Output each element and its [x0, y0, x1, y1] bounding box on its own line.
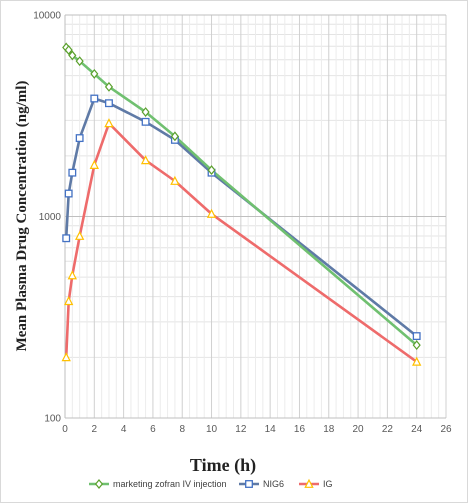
data-point-3: [89, 159, 99, 169]
data-point-2: [105, 99, 113, 108]
y-axis-ticks: 100 1000 10000: [33, 11, 61, 425]
data-point-2: [62, 234, 71, 243]
legend-label-2: NIG6: [263, 479, 284, 489]
data-point-3: [170, 175, 180, 185]
legend-marker-2: [245, 480, 253, 488]
data-point-1: [64, 45, 73, 55]
legend-label-3: IG: [323, 479, 333, 489]
x-tick-label: 12: [235, 424, 247, 435]
x-tick-label: 22: [382, 424, 394, 435]
data-point-2: [412, 332, 421, 341]
x-tick-label: 10: [206, 424, 218, 435]
data-point-3: [412, 356, 422, 366]
x-axis-label: Time (h): [190, 455, 256, 476]
x-tick-label: 20: [353, 424, 365, 435]
legend-marker-3: [304, 478, 314, 488]
x-tick-label: 26: [440, 424, 452, 435]
series-line-3: [64, 122, 418, 363]
y-tick-label: 10000: [33, 11, 61, 22]
x-tick-label: 24: [411, 424, 423, 435]
data-point-1: [207, 165, 216, 176]
x-tick-label: 8: [179, 424, 185, 435]
x-tick-label: 4: [121, 424, 127, 435]
x-tick-label: 16: [294, 424, 306, 435]
data-point-2: [141, 117, 150, 126]
data-point-1: [170, 131, 179, 142]
data-point-2: [68, 168, 77, 177]
data-point-3: [140, 155, 151, 165]
data-point-2: [75, 134, 84, 143]
y-tick-label: 100: [44, 414, 61, 425]
x-tick-label: 18: [323, 424, 335, 435]
data-point-3: [104, 118, 114, 128]
major-gridlines: [64, 14, 447, 419]
data-point-1: [75, 56, 84, 67]
y-tick-label: 1000: [39, 212, 62, 223]
data-point-3: [63, 295, 74, 306]
series-lines: [64, 46, 418, 363]
y-axis-label: Mean Plasma Drug Concentration (ng/ml): [14, 81, 30, 352]
x-tick-label: 2: [92, 424, 98, 435]
data-point-1: [412, 340, 421, 351]
data-point-3: [67, 270, 78, 280]
x-tick-label: 6: [150, 424, 156, 435]
x-tick-label: 0: [62, 424, 68, 435]
data-point-1: [90, 68, 99, 79]
data-point-2: [64, 189, 73, 198]
x-axis-ticks: 0 2 4 6 8 10 12 14 16 18 20 22 24 26: [62, 424, 452, 435]
data-point-1: [104, 81, 114, 92]
data-point-2: [90, 94, 99, 103]
legend-label-1: marketing zofran IV injection: [113, 479, 227, 489]
data-point-3: [61, 352, 71, 362]
legend: marketing zofran IV injection NIG6 IG: [89, 478, 333, 489]
data-point-1: [68, 50, 77, 61]
data-point-3: [206, 208, 217, 218]
series-markers: [61, 42, 422, 366]
series-line-2: [64, 97, 418, 338]
series-line-1: [65, 46, 418, 347]
legend-marker-1: [94, 479, 104, 489]
x-tick-label: 14: [265, 424, 277, 435]
data-point-3: [74, 230, 85, 240]
data-point-1: [141, 107, 150, 117]
